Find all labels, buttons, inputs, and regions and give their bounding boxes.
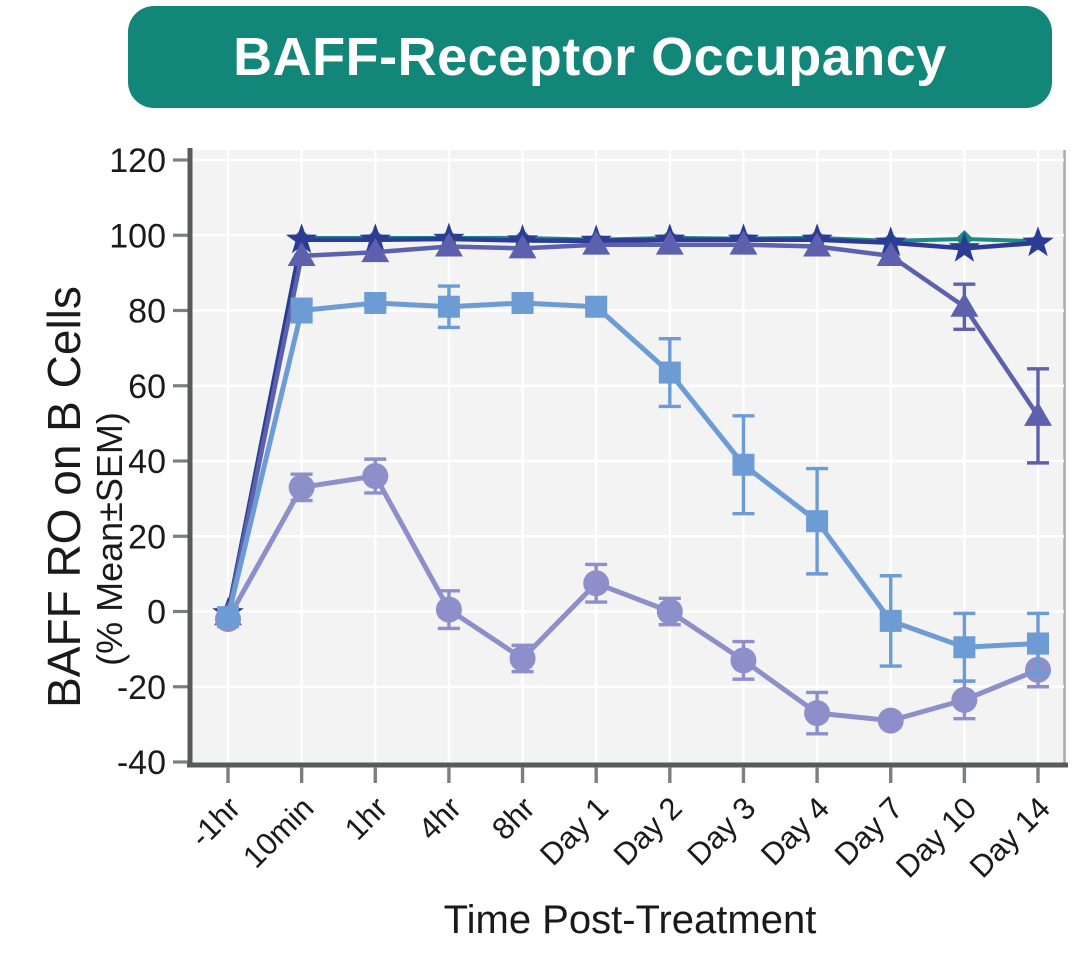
square-marker: [364, 291, 387, 314]
x-tick-label: 10min: [236, 790, 320, 874]
circle-marker: [730, 647, 757, 674]
x-tick-label: Day 1: [533, 790, 615, 872]
circle-marker: [362, 463, 389, 490]
square-marker: [511, 291, 534, 314]
y-tick-label: 40: [128, 443, 166, 481]
chart-title: BAFF-Receptor Occupancy: [233, 27, 947, 87]
series-line: [225, 300, 1039, 650]
square-marker: [806, 510, 829, 533]
series-line: [225, 236, 1039, 614]
y-tick-label: 120: [109, 142, 166, 180]
square-marker: [437, 295, 460, 318]
y-tick-label: 0: [147, 594, 166, 632]
star-marker: [285, 223, 318, 254]
y-axis-title: BAFF RO on B Cells: [38, 286, 90, 708]
square-marker: [658, 361, 681, 384]
tick-marks: [173, 158, 1040, 783]
y-axis-subtitle: (% Mean±SEM): [89, 412, 130, 666]
y-tick-label: -40: [117, 744, 166, 782]
y-tick-label: -20: [117, 669, 166, 707]
series-purple-circle: [215, 457, 1051, 736]
title-banner: BAFF-Receptor Occupancy: [128, 6, 1052, 108]
x-tick-label: 4hr: [411, 790, 467, 846]
triangle-marker: [729, 230, 758, 255]
axes: [187, 148, 1068, 768]
square-marker: [585, 295, 608, 318]
star-marker: [1022, 226, 1054, 257]
x-tick-label: Day 2: [607, 790, 689, 872]
triangle-marker: [582, 230, 611, 255]
triangle-marker: [287, 241, 316, 266]
x-tick-label: Day 3: [680, 790, 762, 872]
y-tick-label: 100: [109, 217, 166, 255]
series-blue-square: [217, 284, 1049, 683]
triangle-marker: [655, 230, 684, 255]
circle-marker: [509, 645, 536, 672]
x-axis-title: Time Post-Treatment: [443, 898, 817, 942]
triangle-marker: [508, 234, 537, 259]
y-tick-label: 60: [128, 368, 166, 406]
circle-marker: [288, 474, 315, 501]
x-tick-label: Day 10: [889, 790, 983, 884]
triangle-marker: [876, 241, 905, 266]
triangle-marker: [803, 232, 832, 257]
x-tick-label: -1hr: [183, 790, 247, 854]
circle-marker: [804, 700, 831, 727]
triangle-marker: [950, 292, 979, 317]
star-marker: [359, 223, 391, 254]
square-marker: [879, 609, 902, 632]
circle-marker: [656, 598, 683, 625]
x-tick-label: 8hr: [485, 790, 541, 846]
triangle-marker: [361, 238, 390, 263]
square-marker: [217, 606, 239, 629]
x-tick-label: Day 4: [754, 790, 836, 872]
triangle-marker: [434, 232, 463, 257]
star-marker: [875, 226, 907, 257]
circle-marker: [877, 707, 904, 734]
circle-marker: [583, 570, 610, 597]
circle-marker: [435, 596, 462, 623]
square-marker: [290, 299, 313, 322]
square-marker: [732, 453, 755, 476]
star-marker: [948, 231, 981, 262]
square-marker: [1027, 632, 1049, 655]
triangle-marker: [1024, 401, 1052, 426]
circle-marker: [951, 686, 978, 713]
y-tick-label: 20: [128, 518, 166, 556]
x-tick-label: Day 14: [963, 790, 1057, 884]
y-tick-label: 80: [128, 293, 166, 331]
square-marker: [953, 636, 976, 659]
x-tick-label: 1hr: [338, 790, 394, 846]
